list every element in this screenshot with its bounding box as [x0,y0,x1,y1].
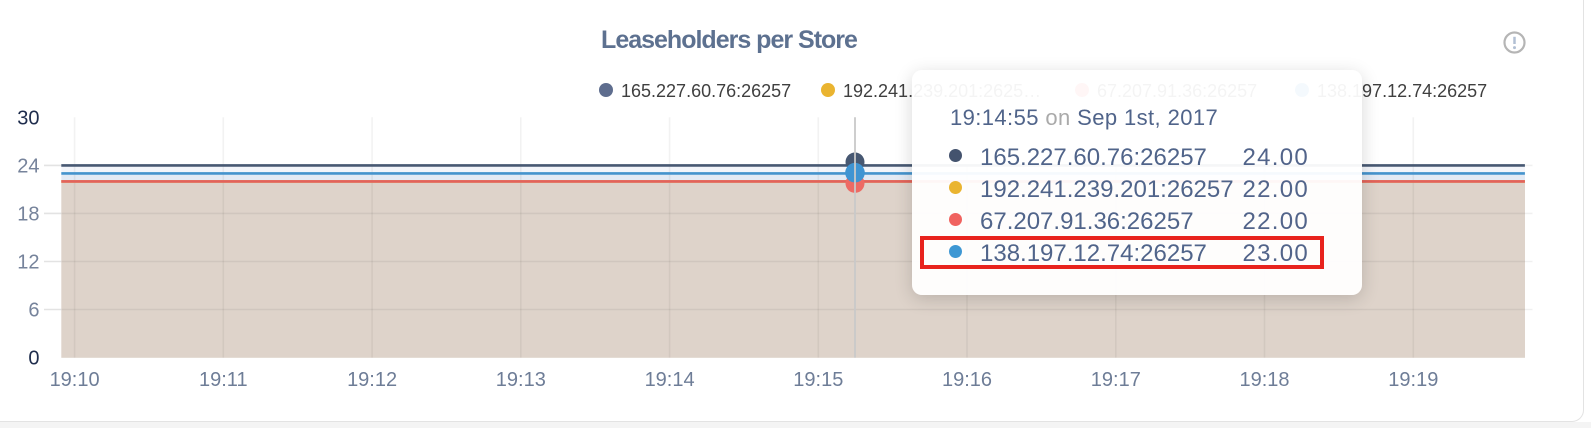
svg-text:19:12: 19:12 [347,369,397,391]
svg-text:0: 0 [28,348,39,370]
svg-text:19:16: 19:16 [942,369,992,391]
svg-text:6: 6 [28,300,39,322]
svg-text:19:17: 19:17 [1091,369,1141,391]
svg-text:19:10: 19:10 [50,369,100,391]
svg-text:30: 30 [17,107,39,129]
svg-text:24: 24 [17,155,39,177]
svg-text:18: 18 [17,204,39,226]
svg-text:19:11: 19:11 [199,369,248,391]
svg-text:19:14: 19:14 [645,369,695,391]
svg-text:19:13: 19:13 [496,369,546,391]
svg-text:12: 12 [17,252,39,274]
svg-text:19:18: 19:18 [1239,369,1289,391]
svg-text:19:19: 19:19 [1388,369,1438,391]
svg-text:19:15: 19:15 [793,369,843,391]
